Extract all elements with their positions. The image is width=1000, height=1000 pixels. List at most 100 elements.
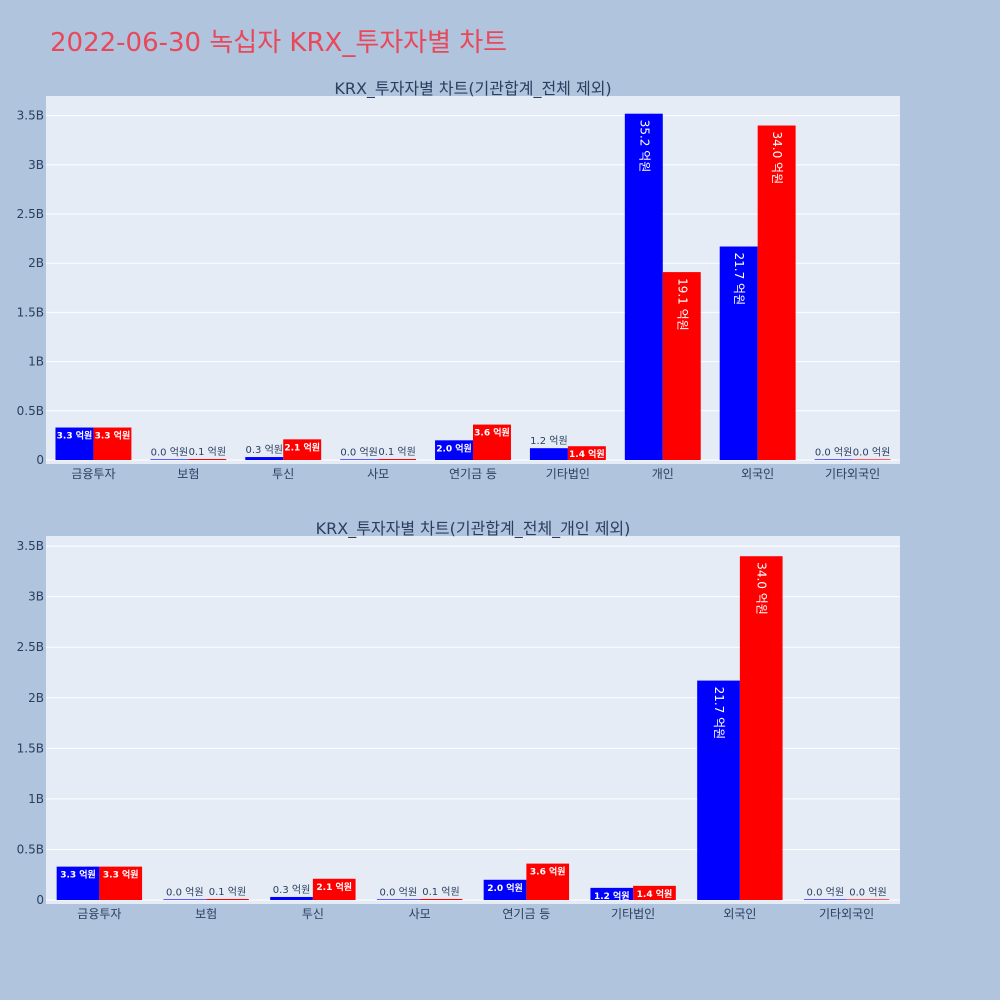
x-tick-label: 기타법인: [611, 907, 655, 921]
data-label: 0.1 억원: [189, 446, 226, 458]
data-label: 3.3 억원: [60, 869, 96, 881]
y-tick-label: 1.5B: [17, 305, 44, 319]
data-label: 2.1 억원: [284, 441, 320, 453]
bar: [590, 887, 634, 900]
x-tick-label: 기타외국인: [819, 907, 874, 921]
bar: [99, 866, 143, 900]
data-label: 0.1 억원: [209, 886, 246, 898]
data-label: 2.0 억원: [487, 882, 523, 894]
page-title: 2022-06-30 녹십자 KRX_투자자별 차트: [50, 28, 508, 58]
y-tick-label: 0: [36, 893, 44, 907]
chart-title: KRX_투자자별 차트(기관합계_전체 제외): [334, 79, 611, 99]
data-label: 0.3 억원: [273, 884, 310, 896]
y-tick-label: 3.5B: [17, 539, 44, 553]
data-label: 1.2 억원: [530, 435, 567, 447]
data-label: 0.0 억원: [151, 446, 188, 458]
bar: [846, 899, 890, 900]
x-tick-label: 외국인: [723, 907, 756, 921]
x-tick-label: 금융투자: [77, 907, 121, 921]
bar: [757, 125, 796, 460]
bar: [188, 459, 227, 460]
bar: [633, 885, 676, 900]
data-label: 0.0 억원: [166, 886, 203, 898]
bar: [340, 459, 379, 460]
bar: [483, 879, 527, 900]
data-label: 0.0 억원: [340, 446, 377, 458]
bar: [312, 878, 356, 900]
x-tick-label: 사모: [409, 907, 431, 921]
y-tick-label: 1B: [28, 355, 44, 369]
bar: [150, 459, 189, 460]
y-tick-label: 2B: [28, 691, 44, 705]
bar: [529, 448, 568, 460]
x-tick-label: 개인: [652, 467, 674, 481]
bar: [93, 427, 132, 460]
bar: [852, 459, 891, 460]
bar: [739, 556, 783, 900]
data-label: 0.1 억원: [378, 446, 415, 458]
data-label: 0.0 억원: [380, 886, 417, 898]
x-tick-label: 기타법인: [546, 467, 590, 481]
data-label: 34.0 억원: [755, 562, 769, 615]
x-tick-label: 보험: [177, 467, 199, 481]
data-label: 1.2 억원: [594, 890, 630, 902]
data-label: 2.1 억원: [316, 881, 352, 893]
data-label: 34.0 억원: [770, 132, 784, 185]
chart-title: KRX_투자자별 차트(기관합계_전체_개인 제외): [316, 519, 631, 539]
x-tick-label: 보험: [195, 907, 217, 921]
bar: [814, 459, 853, 460]
bar: [419, 898, 463, 900]
bar: [719, 246, 758, 460]
data-label: 3.6 억원: [474, 427, 510, 439]
data-label: 0.0 억원: [853, 446, 890, 458]
bar: [526, 863, 570, 900]
x-tick-label: 연기금 등: [502, 907, 550, 921]
data-label: 19.1 억원: [675, 278, 689, 331]
data-label: 3.3 억원: [57, 430, 93, 442]
y-tick-label: 3B: [28, 158, 44, 172]
data-label: 3.3 억원: [95, 430, 131, 442]
x-tick-label: 투신: [302, 907, 324, 921]
bar: [624, 113, 663, 461]
bar: [245, 457, 284, 460]
bar: [283, 439, 322, 460]
data-label: 21.7 억원: [712, 687, 726, 740]
bar: [376, 899, 420, 900]
data-label: 0.3 억원: [246, 444, 283, 456]
data-label: 2.0 억원: [436, 442, 472, 454]
x-tick-label: 금융투자: [71, 467, 115, 481]
bar: [662, 272, 701, 460]
data-label: 1.4 억원: [569, 448, 605, 460]
data-label: 21.7 억원: [732, 253, 746, 306]
bar: [270, 896, 313, 900]
data-label: 1.4 억원: [637, 888, 673, 900]
y-tick-label: 1.5B: [17, 741, 44, 755]
x-tick-label: 투신: [272, 467, 294, 481]
data-label: 0.0 억원: [815, 446, 852, 458]
bar: [56, 866, 100, 900]
data-label: 0.1 억원: [422, 886, 459, 898]
y-tick-label: 0.5B: [17, 842, 44, 856]
bar: [567, 446, 606, 460]
y-tick-label: 2B: [28, 256, 44, 270]
y-tick-label: 3.5B: [17, 109, 44, 123]
x-tick-label: 외국인: [741, 467, 774, 481]
bar: [206, 898, 249, 900]
x-tick-label: 연기금 등: [449, 467, 497, 481]
x-tick-label: 사모: [367, 467, 389, 481]
y-tick-label: 3B: [28, 590, 44, 604]
bar: [473, 424, 511, 460]
bar: [163, 899, 207, 900]
bar: [378, 459, 417, 460]
y-tick-label: 2.5B: [17, 640, 44, 654]
bar: [55, 427, 94, 460]
data-label: 3.3 억원: [103, 869, 139, 881]
y-tick-label: 0.5B: [17, 404, 44, 418]
data-label: 3.6 억원: [530, 866, 566, 878]
bar: [435, 440, 473, 460]
data-label: 35.2 억원: [637, 120, 651, 173]
y-tick-label: 1B: [28, 792, 44, 806]
data-label: 0.0 억원: [807, 886, 844, 898]
y-tick-label: 2.5B: [17, 207, 44, 221]
